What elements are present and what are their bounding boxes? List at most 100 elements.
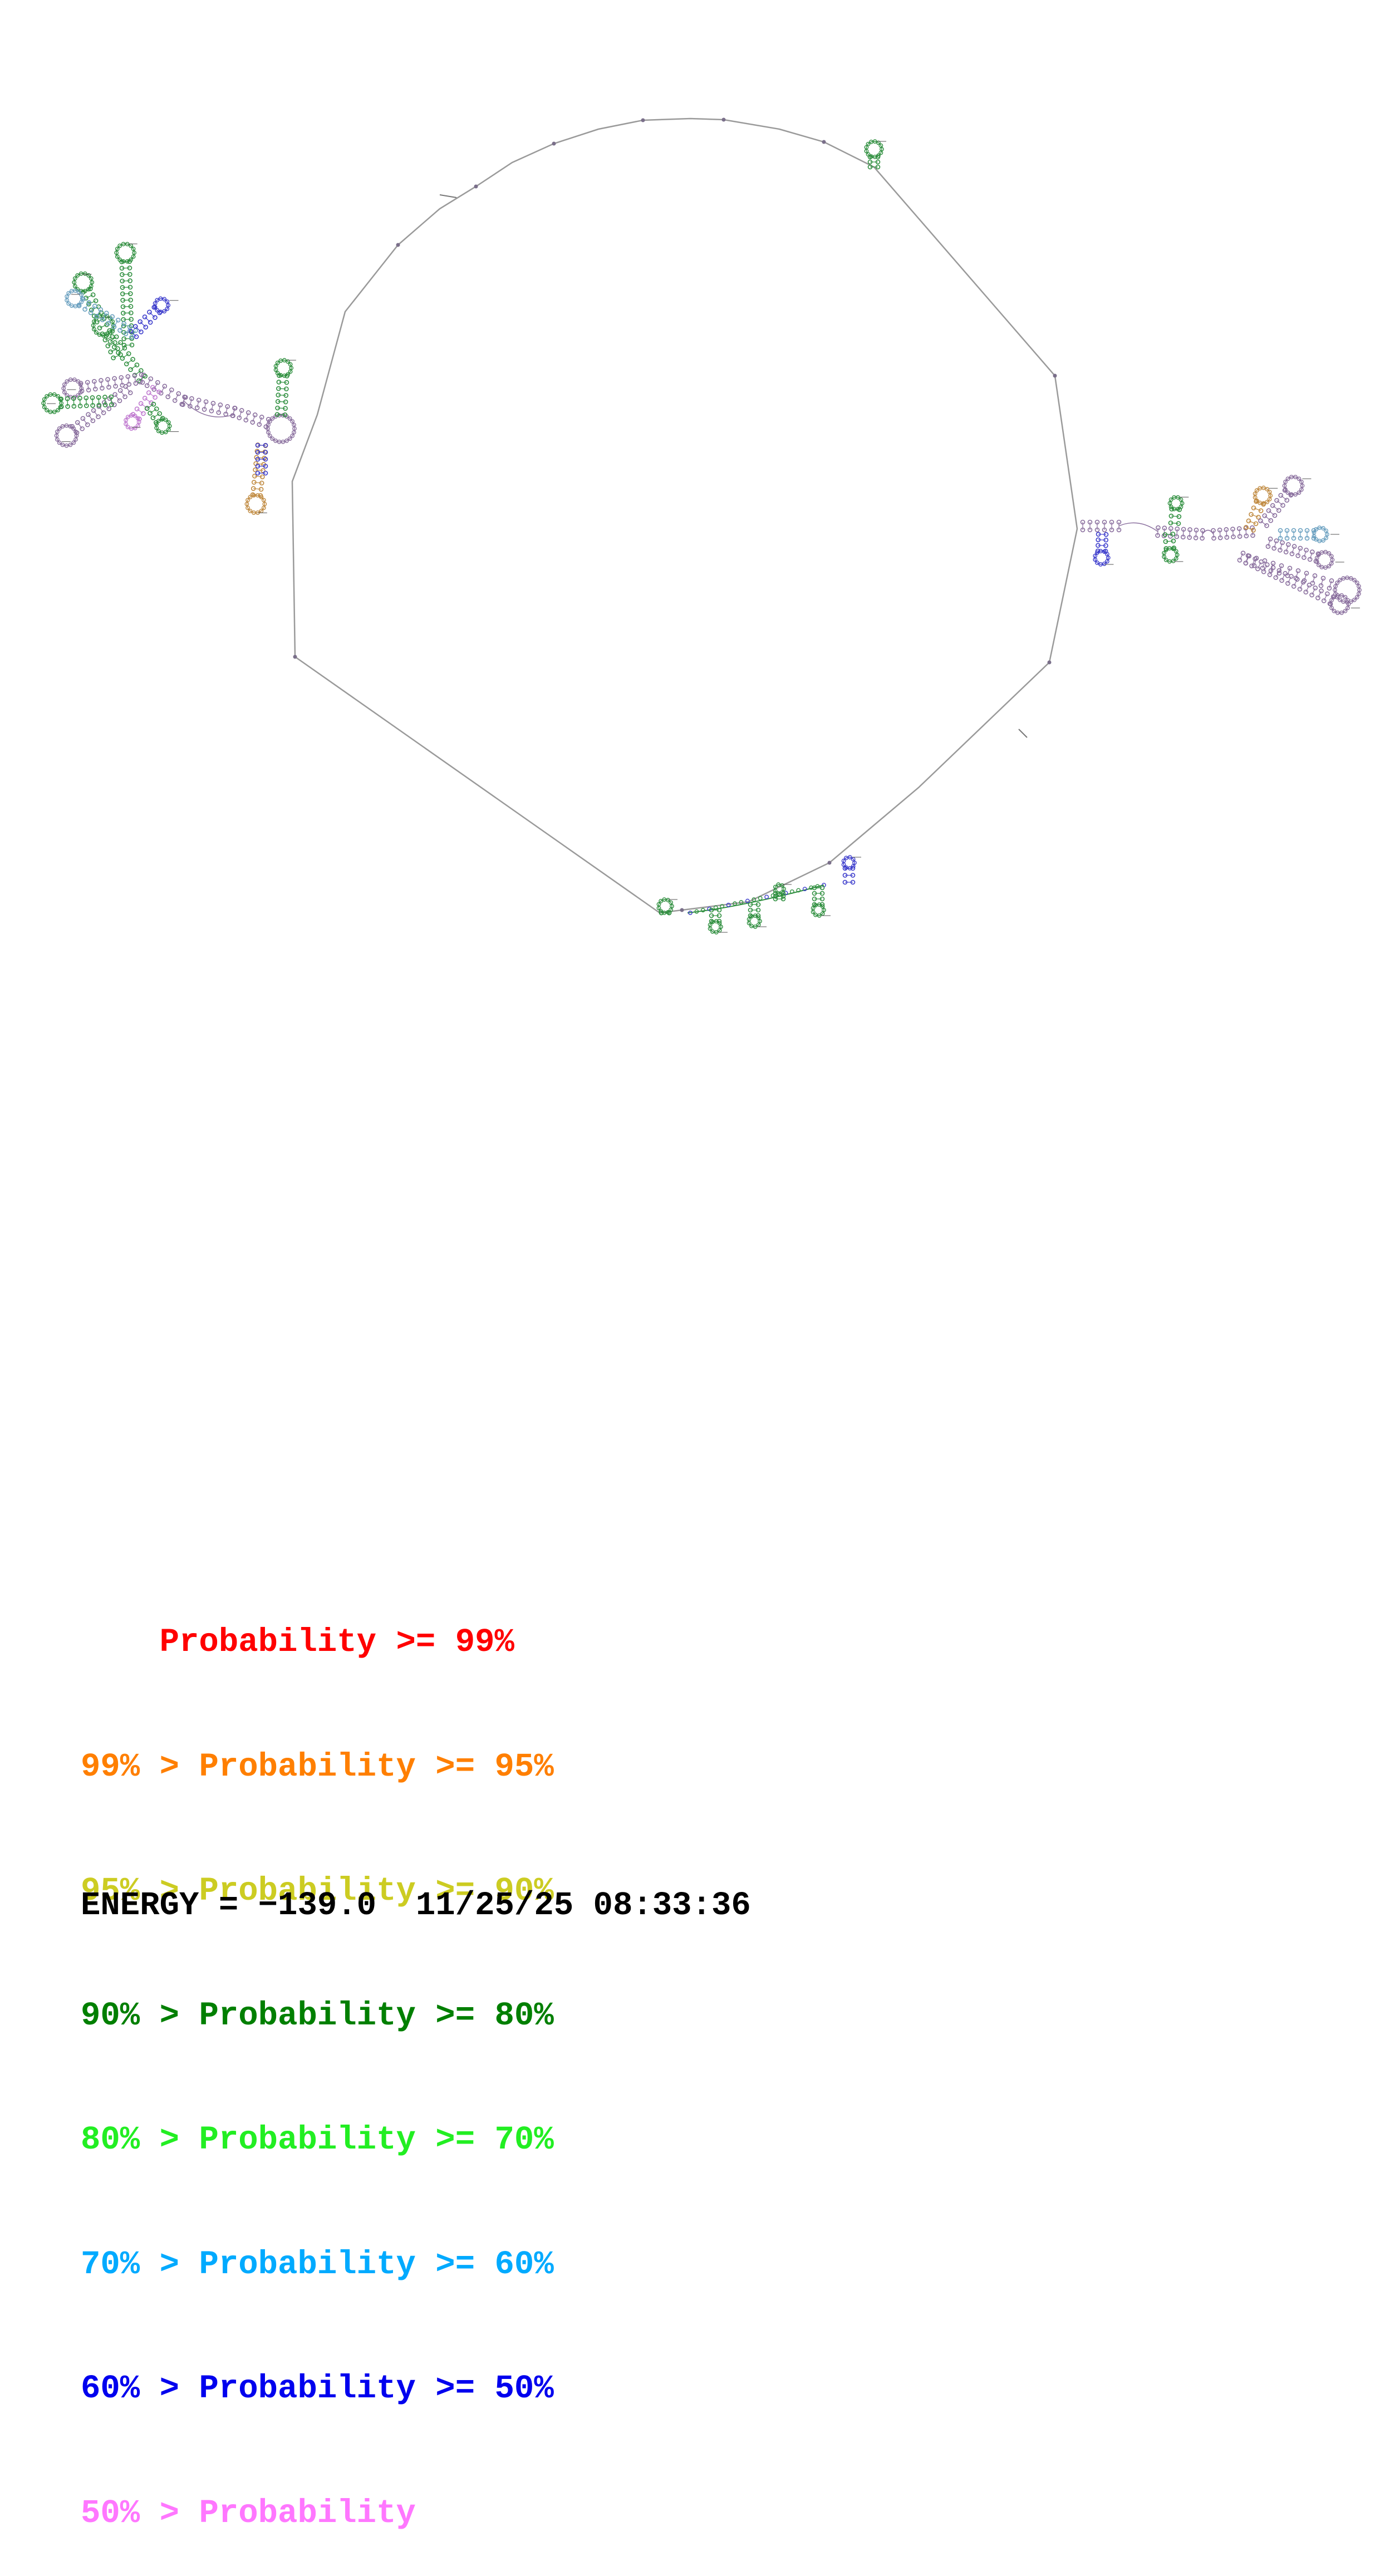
base-pair: [1277, 500, 1283, 505]
legend-text: Probability >= 99%: [160, 1624, 514, 1661]
interior-loop: [1119, 523, 1158, 532]
base-pair: [77, 422, 82, 429]
backbone-nucleotide: [474, 185, 478, 189]
base-pair: [254, 482, 262, 483]
right-structure-domain: [1081, 475, 1362, 614]
hairpin-loop: [247, 495, 264, 513]
hairpin-loop: [74, 273, 92, 291]
hairpin-loop: [1284, 477, 1302, 495]
energy-footer: ENERGY = −139.0 11/25/25 08:33:36: [81, 1887, 751, 1924]
legend-row-5: 80% > Probability >= 70%: [81, 2120, 554, 2161]
legend-prefix: 90% >: [81, 1997, 199, 2034]
base-pair: [145, 317, 150, 322]
base-pair: [1261, 521, 1267, 526]
base-pair: [108, 380, 109, 387]
base-pair: [149, 393, 155, 397]
legend-text: Probability >= 80%: [199, 1997, 553, 2034]
base-pair: [92, 397, 93, 405]
top-hairpin: [440, 140, 1027, 738]
base-pair: [278, 408, 286, 409]
legend-prefix: [81, 1624, 160, 1661]
base-pair: [1233, 529, 1234, 537]
base-pair: [80, 398, 81, 406]
legend-row-8: 50% > Probability: [81, 2493, 554, 2535]
base-pair: [1281, 495, 1287, 500]
backbone-nucleotide: [722, 118, 726, 122]
energy-value: −139.0: [258, 1887, 376, 1924]
nucleotide: [759, 897, 762, 900]
hairpin-loop: [43, 394, 61, 412]
base-pair: [149, 312, 155, 318]
backbone-nucleotide: [822, 140, 826, 144]
base-pair: [122, 353, 129, 358]
legend-prefix: 99% >: [81, 1748, 199, 1786]
legend-row-6: 70% > Probability >= 60%: [81, 2244, 554, 2286]
interior-loop: [1202, 530, 1214, 535]
interior-loop: [184, 401, 234, 417]
legend-text: Probability >= 60%: [199, 2246, 553, 2283]
backbone-nucleotide: [396, 243, 400, 247]
footer-gap: [376, 1887, 416, 1924]
base-pair: [89, 415, 93, 421]
base-pair: [1226, 529, 1227, 537]
legend-prefix: 50% >: [81, 2495, 199, 2532]
base-pair: [145, 398, 151, 402]
hairpin-loop: [56, 426, 76, 446]
base-pair: [86, 398, 87, 406]
base-pair: [126, 386, 130, 392]
base-pair: [1269, 510, 1275, 515]
legend-prefix: 60% >: [81, 2370, 199, 2407]
hairpin-loop: [268, 415, 294, 442]
legend-row-1: Probability >= 99%: [81, 1622, 554, 1664]
legend-text: Probability >= 70%: [199, 2121, 553, 2159]
legend-row-7: 60% > Probability >= 50%: [81, 2368, 554, 2410]
probability-legend: Probability >= 99% 99% > Probability >= …: [81, 1539, 554, 2576]
base-pair: [141, 404, 147, 408]
timestamp: 11/25/25 08:33:36: [416, 1887, 751, 1924]
left-structure-domain: [42, 242, 296, 514]
base-pair: [101, 380, 102, 388]
backbone-nucleotide: [680, 908, 684, 912]
base-pair: [131, 365, 137, 370]
base-pair: [1171, 523, 1178, 524]
base-pair: [121, 377, 122, 385]
base-pair: [115, 395, 120, 401]
backbone-nucleotide: [641, 119, 645, 122]
nucleotide: [1288, 566, 1292, 570]
base-pair: [111, 397, 112, 405]
nucleotide: [765, 895, 768, 898]
backbone-nucleotide: [293, 655, 297, 659]
backbone-loop: [292, 118, 1077, 913]
legend-prefix: 80% >: [81, 2121, 199, 2159]
rna-structure-diagram: [0, 0, 1380, 980]
base-pair: [1171, 516, 1179, 517]
base-pair: [87, 382, 89, 390]
base-pair: [137, 409, 143, 414]
base-pair: [83, 419, 87, 425]
bottom-structure-domain: [657, 856, 861, 934]
legend-text: Probability: [199, 2495, 415, 2532]
base-pair: [128, 377, 129, 385]
legend-text: Probability >= 50%: [199, 2370, 553, 2407]
base-pair: [278, 395, 286, 396]
legend-row-4: 90% > Probability >= 80%: [81, 1995, 554, 2037]
hairpin-loop: [116, 244, 134, 262]
energy-label: ENERGY =: [81, 1887, 258, 1924]
strand-tick: [440, 195, 456, 198]
base-pair: [115, 378, 116, 386]
base-pair: [94, 381, 95, 389]
base-pair: [126, 360, 132, 364]
base-pair: [120, 391, 125, 397]
strand-tick: [1019, 729, 1027, 738]
hairpin-loop: [63, 380, 81, 397]
base-pair: [1273, 505, 1279, 510]
base-pair: [67, 399, 68, 406]
backbone-line: [292, 119, 1077, 913]
nucleotide: [1260, 566, 1264, 570]
base-pair: [73, 399, 74, 406]
backbone-nucleotide: [552, 142, 556, 146]
legend-text: Probability >= 95%: [199, 1748, 553, 1786]
backbone-nucleotide: [828, 861, 832, 865]
base-pair: [1239, 529, 1240, 537]
base-pair: [1166, 541, 1173, 542]
